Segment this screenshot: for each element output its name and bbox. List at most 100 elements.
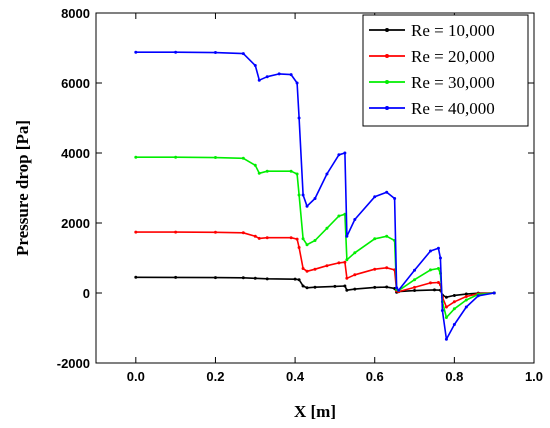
data-point (301, 193, 305, 197)
y-tick-label: 8000 (61, 6, 90, 21)
axis-ticks: 0.0 0.2 0.4 0.6 0.8 1.0 -2000 0 2000 4000 6000 8000 (57, 6, 543, 384)
data-point (325, 264, 329, 268)
data-point (174, 50, 178, 54)
data-point (174, 155, 178, 159)
legend-label: Re = 40,000 (411, 99, 495, 118)
data-point (289, 236, 293, 240)
data-point (492, 291, 496, 295)
data-point (345, 276, 349, 280)
y-tick-label: 6000 (61, 76, 90, 91)
data-point (289, 73, 293, 77)
data-point (265, 75, 269, 79)
data-point (297, 193, 301, 197)
data-point (373, 237, 377, 241)
data-point (313, 267, 317, 271)
data-point (413, 289, 417, 293)
data-point (297, 116, 301, 120)
y-tick-label: -2000 (57, 356, 90, 371)
data-point (241, 231, 245, 235)
legend-marker (385, 106, 389, 110)
data-point (265, 277, 269, 281)
y-tick-label: 0 (83, 286, 90, 301)
data-point (293, 277, 297, 281)
data-point (428, 268, 432, 272)
data-point (213, 276, 217, 280)
data-point (345, 288, 349, 292)
data-point (452, 300, 456, 304)
legend-label: Re = 10,000 (411, 21, 495, 40)
data-point (174, 230, 178, 234)
data-point (353, 273, 357, 277)
data-point (343, 260, 347, 264)
x-tick-label: 0.2 (206, 369, 224, 384)
data-point (464, 305, 468, 309)
data-point (241, 276, 245, 280)
data-point (325, 172, 329, 176)
legend-marker (385, 54, 389, 58)
data-point (333, 284, 337, 288)
data-point (440, 309, 444, 312)
x-axis-title: X [m] (294, 402, 336, 421)
data-point (301, 284, 305, 288)
data-point (436, 281, 440, 284)
y-tick-label: 4000 (61, 146, 90, 161)
data-point (373, 267, 377, 271)
data-point (393, 197, 397, 200)
data-point (353, 218, 357, 221)
data-point (325, 226, 329, 230)
data-point (385, 266, 389, 270)
data-point (289, 169, 293, 173)
y-tick-label: 2000 (61, 216, 90, 231)
data-point (337, 214, 341, 218)
data-point (174, 275, 178, 279)
data-point (428, 249, 432, 253)
data-point (265, 169, 269, 173)
data-point (345, 234, 349, 238)
data-point (313, 239, 317, 242)
data-point (428, 281, 432, 285)
data-point (134, 50, 138, 54)
data-point (444, 295, 448, 299)
data-point (305, 243, 309, 247)
data-point (277, 72, 281, 76)
data-point (452, 293, 456, 297)
data-point (353, 287, 357, 291)
x-tick-label: 0.0 (127, 369, 145, 384)
data-point (257, 171, 261, 175)
data-point (213, 51, 217, 55)
data-point (397, 288, 401, 292)
data-point (265, 236, 269, 240)
series-line (135, 51, 495, 341)
data-point (257, 78, 261, 82)
data-point (373, 195, 377, 199)
data-point (452, 323, 456, 326)
data-point (134, 155, 138, 159)
data-point (436, 246, 440, 250)
y-axis-title: Pressure drop [Pa] (13, 120, 32, 256)
data-point (337, 261, 341, 265)
data-point (241, 52, 245, 56)
data-point (305, 204, 309, 208)
legend: Re = 10,000 Re = 20,000 Re = 30,000 Re = 40… (362, 14, 529, 127)
data-point (395, 286, 399, 290)
data-point (353, 251, 357, 255)
data-point (241, 156, 245, 160)
x-tick-label: 0.8 (445, 369, 463, 384)
data-point (134, 230, 138, 234)
data-point (452, 307, 456, 311)
data-point (444, 305, 448, 309)
data-point (385, 234, 389, 238)
data-point (436, 267, 440, 270)
data-point (413, 285, 417, 289)
data-point (385, 190, 389, 194)
data-point (213, 230, 217, 234)
data-point (476, 294, 480, 298)
data-point (301, 267, 305, 270)
x-tick-label: 1.0 (525, 369, 543, 384)
data-point (295, 81, 299, 85)
data-point (464, 298, 468, 302)
legend-marker (385, 80, 389, 84)
x-tick-label: 0.6 (366, 369, 384, 384)
x-tick-label: 0.4 (286, 369, 305, 384)
